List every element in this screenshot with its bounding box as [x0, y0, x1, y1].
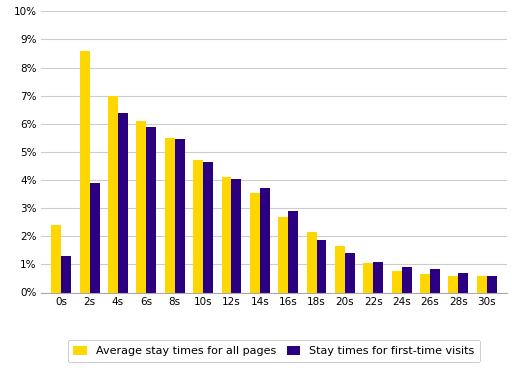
- Bar: [175, 139, 185, 292]
- Bar: [459, 273, 468, 292]
- Bar: [221, 177, 232, 292]
- Bar: [51, 225, 61, 292]
- Bar: [477, 276, 487, 292]
- Bar: [108, 96, 118, 292]
- Bar: [250, 193, 260, 292]
- Bar: [373, 262, 383, 292]
- Bar: [260, 188, 270, 292]
- Bar: [307, 232, 316, 292]
- Bar: [392, 272, 402, 292]
- Bar: [448, 276, 459, 292]
- Bar: [80, 51, 89, 292]
- Bar: [165, 138, 175, 292]
- Bar: [487, 276, 497, 292]
- Bar: [193, 160, 203, 292]
- Bar: [345, 253, 355, 292]
- Bar: [136, 121, 146, 292]
- Bar: [61, 256, 71, 292]
- Bar: [363, 263, 373, 292]
- Bar: [232, 178, 241, 292]
- Bar: [203, 162, 213, 292]
- Legend: Average stay times for all pages, Stay times for first-time visits: Average stay times for all pages, Stay t…: [68, 340, 480, 362]
- Bar: [288, 211, 298, 292]
- Bar: [118, 112, 128, 292]
- Bar: [146, 127, 156, 292]
- Bar: [402, 267, 412, 292]
- Bar: [420, 274, 430, 292]
- Bar: [335, 246, 345, 292]
- Bar: [89, 183, 99, 292]
- Bar: [430, 268, 440, 292]
- Bar: [316, 240, 327, 292]
- Bar: [278, 217, 288, 292]
